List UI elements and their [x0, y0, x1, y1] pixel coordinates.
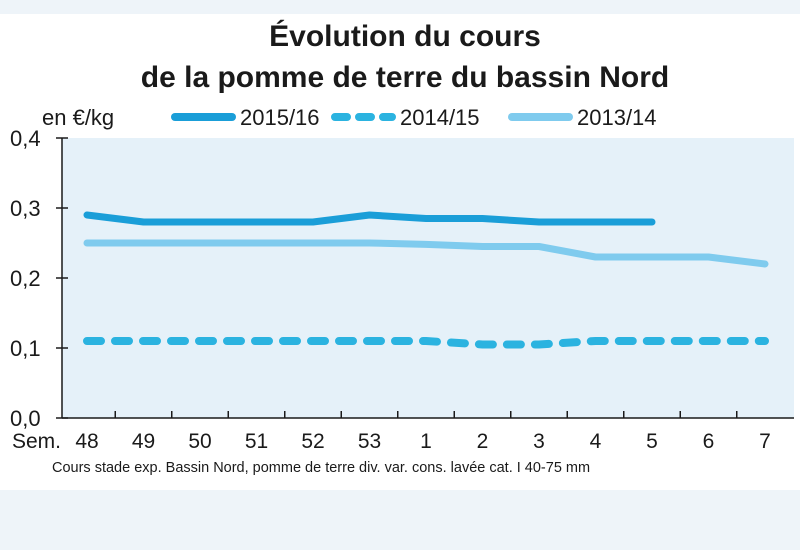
legend-label-2015-16: 2015/16 [240, 105, 320, 130]
plot-area [62, 138, 794, 418]
y-tick-label: 0,2 [10, 266, 41, 291]
bottom-band [0, 490, 800, 550]
x-tick-label: 2 [477, 430, 489, 453]
series-layer [83, 211, 769, 349]
axes: 0,0 0,1 0,2 0,3 0,4 48 49 50 51 52 53 1 2 3 4 5 6 7 [10, 126, 794, 453]
chart-title-line1: Évolution du cours [269, 19, 541, 53]
legend: 2015/16 2014/15 2013/14 [171, 105, 657, 130]
x-tick-label: 7 [759, 430, 771, 453]
x-tick-label: 53 [358, 430, 381, 453]
x-tick-label: 50 [188, 430, 211, 453]
x-tick-label: 52 [301, 430, 324, 453]
chart-title-line2: de la pomme de terre du bassin Nord [141, 61, 669, 94]
x-tick-label: 4 [590, 430, 602, 453]
x-tick-label: 5 [646, 430, 658, 453]
x-tick-label: 1 [420, 430, 432, 453]
source-note: Cours stade exp. Bassin Nord, pomme de t… [52, 460, 590, 476]
y-tick-label: 0,4 [10, 126, 41, 151]
y-tick-label: 0,1 [10, 336, 41, 361]
x-tick-label: 48 [75, 430, 98, 453]
y-axis-unit-label: en €/kg [42, 105, 114, 130]
x-axis-label: Sem. [12, 430, 61, 453]
x-tick-label: 3 [533, 430, 545, 453]
x-tick-label: 51 [245, 430, 268, 453]
top-band [0, 0, 800, 14]
legend-label-2014-15: 2014/15 [400, 105, 480, 130]
x-tick-label: 49 [132, 430, 155, 453]
y-tick-label: 0,3 [10, 196, 41, 221]
y-tick-label: 0,0 [10, 406, 41, 431]
x-tick-label: 6 [703, 430, 715, 453]
legend-label-2013-14: 2013/14 [577, 105, 657, 130]
